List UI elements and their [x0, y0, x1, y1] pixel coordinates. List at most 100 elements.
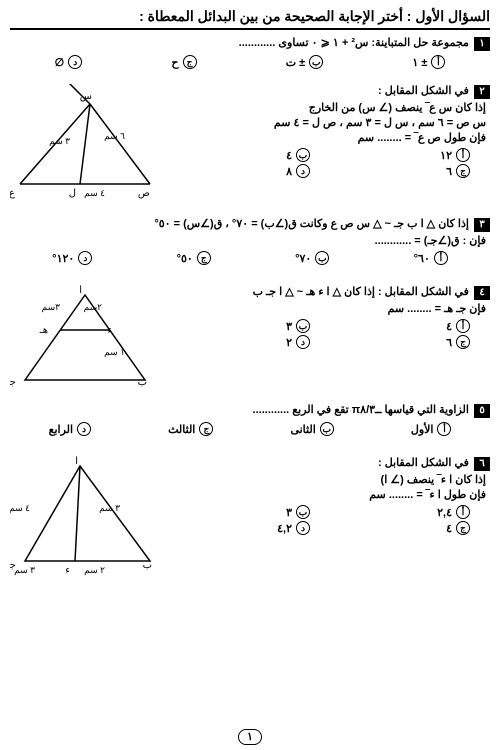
choice-text: ١٢	[440, 149, 452, 162]
choice-b[interactable]: ب٤	[170, 148, 310, 162]
choice-text: ٤	[286, 149, 292, 162]
choice-text: ± ١	[412, 56, 427, 69]
q-line: فإن جـ هـ = ........ سم	[170, 302, 486, 315]
svg-text:٦ سم: ٦ سم	[104, 131, 125, 142]
choice-text: ٤	[446, 522, 452, 535]
exam-header: السؤال الأول : أختر الإجابة الصحيحة من ب…	[10, 8, 490, 30]
choice-c[interactable]: ج٦	[330, 335, 470, 349]
choice-label-c: ج	[199, 422, 213, 436]
svg-text:٤ سم: ٤ سم	[84, 188, 105, 199]
choice-a[interactable]: أ ٦٠°	[414, 251, 448, 265]
choice-a[interactable]: أ ± ١	[412, 55, 445, 69]
q-number: ٤	[474, 286, 490, 300]
choice-a[interactable]: أ٤	[330, 319, 470, 333]
choice-c[interactable]: ج٥٠°	[177, 251, 211, 265]
choice-label-a: أ	[456, 505, 470, 519]
q-number: ١	[474, 37, 490, 51]
q-line: س ص = ٦ سم ، س ل = ٣ سم ، ص ل = ٤ سم	[170, 116, 486, 129]
q-number: ٣	[474, 218, 490, 232]
choice-c[interactable]: جالثالث	[168, 422, 213, 436]
choice-d[interactable]: دالرابع	[49, 422, 91, 436]
choice-d[interactable]: د٢	[170, 335, 310, 349]
question-4: ٤ في الشكل المقابل : إذا كان △ ا ء هـ ~ …	[10, 285, 490, 395]
choice-text: ٦٠°	[414, 252, 430, 265]
choice-a[interactable]: أ١٢	[330, 148, 470, 162]
svg-text:٣ سم: ٣ سم	[14, 565, 35, 576]
choice-c[interactable]: ج٤	[330, 521, 470, 535]
choice-text: ∅	[55, 56, 65, 69]
triangle-figure-q2: س ص ع ل ٦ سم ٣ سم ٤ سم	[10, 84, 170, 209]
choice-label-d: د	[296, 335, 310, 349]
choice-b[interactable]: بالثانى	[290, 422, 333, 436]
page-number: ١	[238, 729, 262, 745]
choices-grid: أ١٢ ب٤ ج٦ د٨	[170, 148, 470, 178]
choice-label-c: ج	[456, 164, 470, 178]
q-number: ٢	[474, 85, 490, 99]
choice-a[interactable]: أالأول	[411, 422, 452, 436]
choice-label-a: أ	[456, 319, 470, 333]
choice-text: ٣	[286, 506, 292, 519]
choices-row: د∅ جح ب ± ت أ ± ١	[10, 55, 490, 69]
svg-text:س: س	[80, 91, 92, 102]
svg-text:ا: ا	[75, 456, 78, 467]
choice-label-b: ب	[315, 251, 329, 265]
svg-text:ص: ص	[138, 188, 150, 199]
svg-text:ل: ل	[69, 188, 76, 199]
choice-text: ٦	[446, 336, 452, 349]
choice-d[interactable]: د٨	[170, 164, 310, 178]
choice-text: ح	[171, 56, 178, 69]
q-line: فإن طول ص ع‾ = ........ سم	[170, 131, 486, 144]
choice-b[interactable]: ب ٧٠°	[295, 251, 329, 265]
triangle-figure-q4: ا ب جـ ء هـ ٣سم ٢سم ١ سم	[10, 285, 160, 390]
q-text: الزاوية التي قياسها ــπ٨/٣ تقع في الربع …	[253, 404, 469, 416]
question-3: ٣ إذا كان △ ا ب جـ ~ △ س ص ع وكانت ق(∠ب)…	[10, 217, 490, 277]
choice-label-c: ج	[197, 251, 211, 265]
choice-text: ٢	[286, 336, 292, 349]
question-6: ٦ في الشكل المقابل : إذا كان ا ء‾ ينصف (…	[10, 456, 490, 586]
choice-b[interactable]: ب ± ت	[286, 55, 323, 69]
choice-text: ٨	[286, 165, 292, 178]
svg-text:٤ سم: ٤ سم	[10, 503, 30, 514]
choice-label-a: أ	[431, 55, 445, 69]
q-title: في الشكل المقابل : إذا كان △ ا ء هـ ~ △ …	[253, 286, 469, 298]
choice-c[interactable]: ج٦	[330, 164, 470, 178]
q-line: فإن : ق(∠جـ) = ............	[10, 234, 486, 247]
choice-label-b: ب	[309, 55, 323, 69]
choice-text: ± ت	[286, 56, 305, 69]
choice-d[interactable]: د ١٢٠°	[52, 251, 92, 265]
choice-label-d: د	[78, 251, 92, 265]
choice-text: ٣	[286, 320, 292, 333]
svg-text:ا: ا	[79, 285, 82, 296]
svg-text:ع: ع	[10, 188, 15, 199]
choice-a[interactable]: أ ٢,٤	[330, 505, 470, 519]
svg-text:٣ سم: ٣ سم	[49, 136, 70, 147]
q-title: في الشكل المقابل :	[378, 457, 469, 469]
choice-d[interactable]: د٤,٢	[170, 521, 310, 535]
choice-label-d: د	[68, 55, 82, 69]
choice-label-b: ب	[296, 505, 310, 519]
svg-text:جـ: جـ	[10, 377, 16, 388]
choice-label-c: ج	[456, 335, 470, 349]
choice-c[interactable]: جح	[171, 55, 196, 69]
q-number: ٥	[474, 404, 490, 418]
svg-text:ب: ب	[143, 560, 152, 571]
choice-label-a: أ	[434, 251, 448, 265]
q-text: مجموعة حل المتباينة: س² + ١ ⩽ ٠ تساوى ..…	[239, 37, 469, 49]
choice-b[interactable]: ب٣	[170, 319, 310, 333]
question-5: ٥ الزاوية التي قياسها ــπ٨/٣ تقع في الرب…	[10, 403, 490, 448]
question-1: ١ مجموعة حل المتباينة: س² + ١ ⩽ ٠ تساوى …	[10, 36, 490, 76]
svg-text:٣سم: ٣سم	[42, 302, 61, 313]
q-number: ٦	[474, 457, 490, 471]
choices-row: دالرابع جالثالث بالثانى أالأول	[10, 422, 490, 436]
q-line: إذا كان س ع‾ ينصف (∠ س) من الخارج	[170, 101, 486, 114]
choice-text: الأول	[411, 423, 434, 436]
choice-text: ٧٠°	[295, 252, 311, 265]
svg-text:هـ: هـ	[39, 325, 48, 336]
choice-text: ٤	[446, 320, 452, 333]
triangle-figure-q6: ا ب جـ ء ٤ سم ٣ سم ٣ سم ٢ سم	[10, 456, 165, 576]
svg-text:٢سم: ٢سم	[84, 302, 103, 313]
choice-b[interactable]: ب٣	[170, 505, 310, 519]
choice-text: ١٢٠°	[52, 252, 74, 265]
choice-text: ٢,٤	[437, 506, 452, 519]
choice-d[interactable]: د∅	[55, 55, 83, 69]
